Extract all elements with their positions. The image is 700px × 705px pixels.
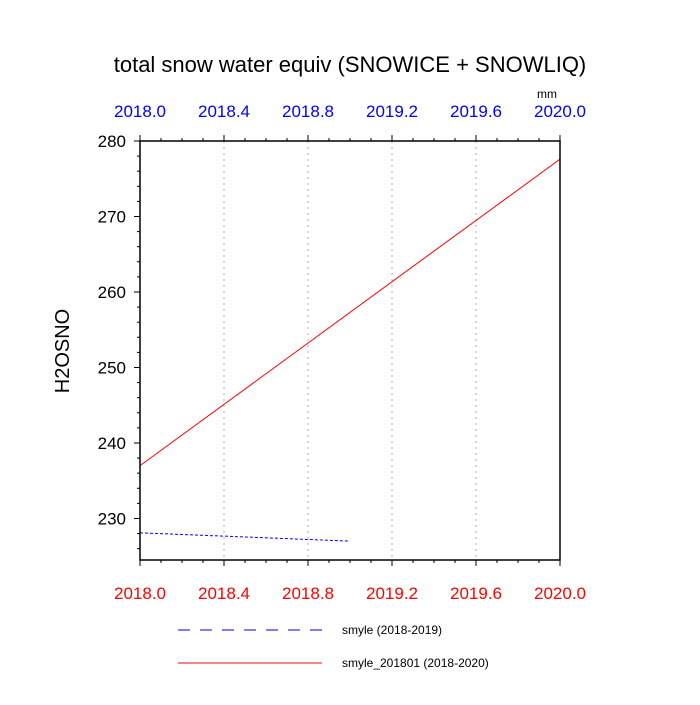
y-tick-label: 260	[98, 283, 126, 302]
x-bottom-tick-label: 2019.2	[366, 584, 418, 603]
x-bottom-tick-label: 2020.0	[534, 584, 586, 603]
x-top-tick-label: 2018.8	[282, 102, 334, 121]
y-tick-label: 250	[98, 358, 126, 377]
legend-label-2: smyle_201801 (2018-2020)	[342, 656, 489, 670]
plot-frame	[139, 140, 561, 561]
grid-lines	[223, 141, 477, 560]
x-top-tick-label: 2019.2	[366, 102, 418, 121]
series-line-1	[139, 532, 351, 542]
axes: 230 240 250 260 270 280 2018.0 2018.0 2018.4 2018…	[98, 102, 586, 603]
x-top-tick-label: 2020.0	[534, 102, 586, 121]
legend-label-1: smyle (2018-2019)	[342, 623, 442, 637]
y-tick-label: 230	[98, 509, 126, 528]
chart-title: total snow water equiv (SNOWICE + SNOWLI…	[114, 52, 587, 77]
series-line-2	[139, 158, 561, 467]
x-top-tick-label: 2019.6	[450, 102, 502, 121]
x-bottom-tick-label: 2019.6	[450, 584, 502, 603]
units-label: mm	[537, 87, 557, 101]
x-bottom-tick-label: 2018.4	[198, 584, 250, 603]
x-top-tick-label: 2018.0	[114, 102, 166, 121]
series-lines	[139, 158, 561, 542]
y-axis-label: H2OSNO	[52, 309, 74, 393]
x-top-tick-label: 2018.4	[198, 102, 250, 121]
x-bottom-tick-label: 2018.8	[282, 584, 334, 603]
y-tick-label: 240	[98, 434, 126, 453]
legend: smyle (2018-2019) smyle_201801 (2018-2020…	[178, 623, 489, 670]
y-tick-label: 270	[98, 207, 126, 226]
x-bottom-tick-label: 2018.0	[114, 584, 166, 603]
y-tick-label: 280	[98, 132, 126, 151]
